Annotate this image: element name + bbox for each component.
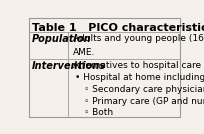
Text: ◦ Primary care (GP and nurse): ◦ Primary care (GP and nurse) — [84, 97, 204, 106]
Text: ◦ Secondary care physicians: ◦ Secondary care physicians — [84, 85, 204, 94]
Text: • Hospital at home including care at home led by: • Hospital at home including care at hom… — [74, 73, 204, 82]
Text: Alternatives to hospital care including the following:: Alternatives to hospital care including … — [73, 61, 204, 70]
Text: Adults and young people (16 years and over) with a su: Adults and young people (16 years and ov… — [73, 34, 204, 43]
Text: ◦ Both: ◦ Both — [84, 108, 113, 117]
Text: AME.: AME. — [73, 48, 95, 57]
Text: Table 1   PICO characteristics of review question: Table 1 PICO characteristics of review q… — [32, 23, 204, 33]
Text: Interventions: Interventions — [32, 61, 106, 71]
Text: Population: Population — [32, 34, 91, 44]
